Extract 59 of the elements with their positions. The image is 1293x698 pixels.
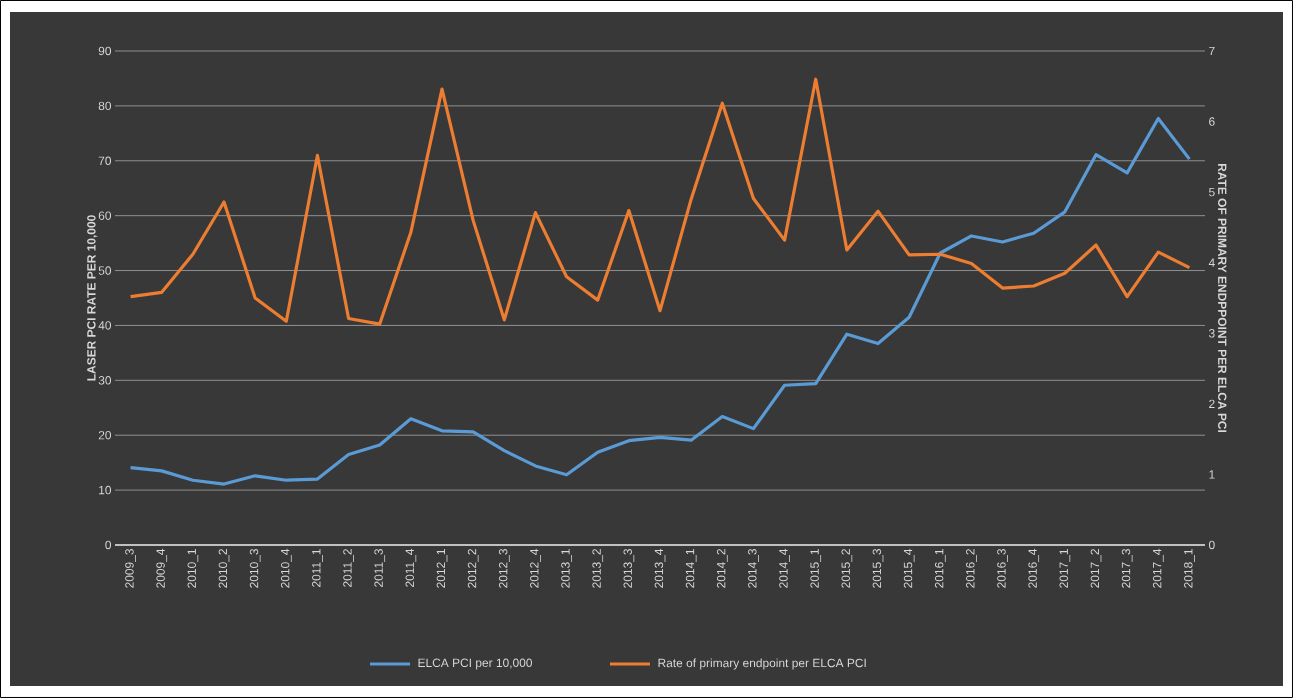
x-tick-label: 2010_4 — [280, 548, 292, 588]
x-tick-label: 2013_4 — [654, 548, 666, 588]
x-tick-label: 2016_2 — [966, 549, 977, 588]
x-tick-label: 2009_3 — [125, 549, 136, 588]
x-tick-label: 2014_2 — [716, 549, 728, 588]
x-tick-label: 2010_2 — [218, 549, 230, 588]
x-tick-label: 2014_3 — [748, 549, 759, 588]
x-tick-label: 2011_2 — [343, 549, 354, 587]
y-tick-label: 30 — [98, 376, 112, 385]
y2-tick-label: 7 — [1209, 46, 1215, 56]
y-tick-label: 90 — [98, 46, 112, 56]
y2-tick-label: 2 — [1209, 399, 1215, 409]
legend-label: Rate of primary endpoint per ELCA PCI — [658, 658, 866, 670]
x-tick-label: 2012_3 — [498, 549, 510, 588]
y-tick-label: 70 — [98, 156, 112, 165]
x-tick-label: 2010_1 — [187, 549, 199, 588]
x-tick-label: 2015_3 — [872, 549, 884, 588]
line-series — [128, 116, 1192, 486]
x-tick-label: 2018_1 — [1184, 549, 1195, 588]
y-tick-label: 10 — [99, 485, 112, 495]
x-tick-label: 2017_1 — [1059, 549, 1071, 588]
x-tick-label: 2017_3 — [1121, 549, 1133, 588]
x-tick-label: 2015_1 — [810, 549, 822, 588]
y-axis-title: LASER PCI RATE PER 10,000 — [87, 215, 98, 381]
x-tick-label: 2014_4 — [779, 548, 790, 588]
y-tick-label: 60 — [98, 211, 112, 220]
x-tick-label: 2014_1 — [685, 549, 697, 588]
y-tick-label: 50 — [98, 266, 112, 275]
y2-tick-label: 3 — [1208, 329, 1215, 338]
y-tick-label: 80 — [98, 101, 112, 111]
y2-tick-label: 0 — [1208, 540, 1215, 550]
y2-tick-label: 4 — [1208, 258, 1215, 267]
x-tick-label: 2016_1 — [934, 549, 946, 588]
x-tick-label: 2015_4 — [903, 548, 915, 588]
x-tick-label: 2015_2 — [841, 549, 853, 588]
x-tick-label: 2011_3 — [374, 549, 386, 587]
x-tick-label: 2010_3 — [249, 549, 261, 588]
x-tick-label: 2011_4 — [405, 548, 417, 587]
y2-tick-label: 6 — [1209, 117, 1215, 126]
x-tick-label: 2013_1 — [561, 549, 572, 588]
x-tick-label: 2012_1 — [436, 549, 448, 588]
x-tick-label: 2011_1 — [312, 549, 323, 587]
x-tick-label: 2013_2 — [592, 549, 604, 588]
legend-label: ELCA PCI per 10,000 — [418, 658, 533, 670]
x-tick-label: 2013_3 — [623, 549, 635, 588]
y2-tick-label: 5 — [1209, 187, 1215, 197]
x-tick-label: 2017_4 — [1152, 548, 1164, 588]
y-tick-label: 20 — [98, 430, 112, 440]
y-tick-label: 40 — [98, 321, 112, 330]
y-tick-label: 0 — [105, 540, 112, 550]
x-tick-label: 2012_4 — [530, 548, 541, 588]
x-tick-label: 2009_4 — [156, 548, 168, 588]
y2-tick-label: 1 — [1209, 470, 1215, 479]
line-series — [128, 77, 1192, 326]
x-tick-label: 2016_4 — [1028, 548, 1040, 588]
x-tick-label: 2017_2 — [1090, 549, 1102, 588]
y2-axis-title: RATE OF PRIMARY ENDPPOINT PER ELCA PCI — [1218, 163, 1227, 432]
x-tick-label: 2016_3 — [997, 549, 1008, 588]
x-tick-label: 2012_2 — [467, 549, 479, 588]
